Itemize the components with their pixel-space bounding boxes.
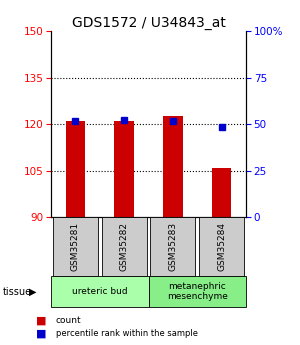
Text: GSM35284: GSM35284 xyxy=(217,222,226,271)
Text: ■: ■ xyxy=(36,315,46,325)
Text: GSM35283: GSM35283 xyxy=(168,222,177,271)
Bar xyxy=(163,117,183,217)
Text: count: count xyxy=(56,316,81,325)
Title: GDS1572 / U34843_at: GDS1572 / U34843_at xyxy=(72,16,225,30)
Bar xyxy=(148,276,246,307)
Bar xyxy=(114,121,134,217)
Text: ▶: ▶ xyxy=(28,287,36,296)
Text: ureteric bud: ureteric bud xyxy=(72,287,128,296)
Text: ■: ■ xyxy=(36,329,46,339)
Bar xyxy=(53,217,98,276)
Text: metanephric
mesenchyme: metanephric mesenchyme xyxy=(167,282,228,301)
Bar xyxy=(151,217,195,276)
Bar xyxy=(199,217,244,276)
Bar xyxy=(102,217,147,276)
Text: GSM35281: GSM35281 xyxy=(71,222,80,271)
Text: percentile rank within the sample: percentile rank within the sample xyxy=(56,329,197,338)
Text: GSM35282: GSM35282 xyxy=(120,222,129,271)
Text: tissue: tissue xyxy=(3,287,32,296)
Bar xyxy=(51,276,148,307)
Bar xyxy=(212,168,231,217)
Bar xyxy=(66,121,85,217)
